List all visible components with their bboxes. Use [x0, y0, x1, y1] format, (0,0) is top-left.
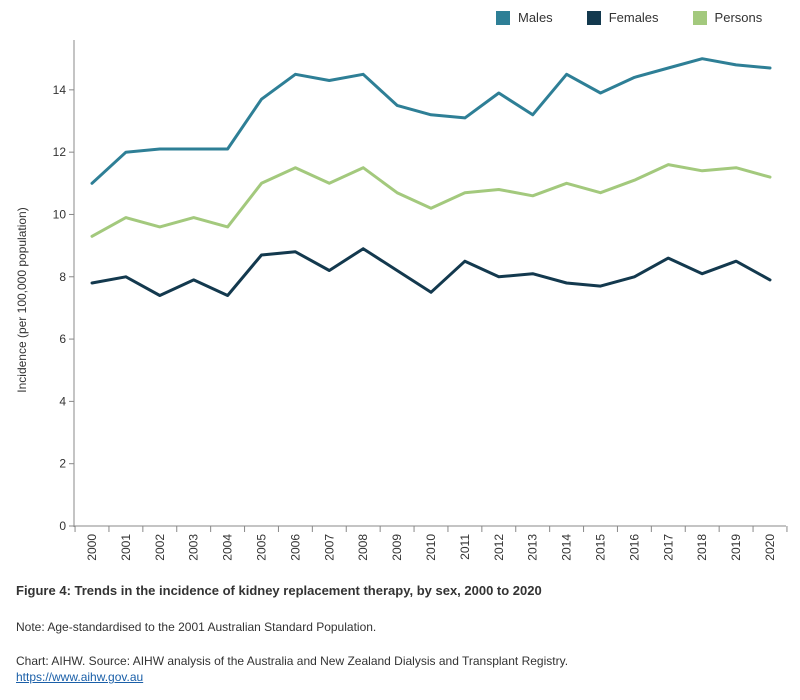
- legend-item-persons[interactable]: Persons: [692, 10, 763, 25]
- x-tick-label: 2001: [119, 534, 133, 561]
- x-tick-label: 2007: [322, 534, 336, 561]
- x-tick-label: 2003: [187, 534, 201, 561]
- y-tick-label: 0: [59, 519, 66, 533]
- x-tick-label: 2000: [85, 534, 99, 561]
- x-tick-label: 2010: [424, 534, 438, 561]
- y-tick-label: 2: [59, 457, 66, 471]
- x-tick-label: 2015: [594, 534, 608, 561]
- legend-label-persons: Persons: [714, 10, 763, 25]
- legend-swatch-females: [586, 10, 601, 25]
- x-tick-label: 2002: [153, 534, 167, 561]
- y-axis-label: Incidence (per 100,000 population): [15, 207, 29, 392]
- series-lines: [90, 57, 772, 297]
- x-tick-label: 2020: [763, 534, 777, 561]
- y-tick-label: 8: [59, 270, 66, 284]
- x-tick-label: 2013: [526, 534, 540, 561]
- x-axis: 2000 2001 2002 2003 2004 2005 2006 2007 2008 2009…: [74, 525, 788, 561]
- series-line-males[interactable]: [90, 57, 772, 185]
- x-tick-label: 2014: [560, 534, 574, 561]
- legend-label-males: Males: [518, 10, 553, 25]
- figure-title: Figure 4: Trends in the incidence of kid…: [16, 583, 542, 598]
- legend-item-males[interactable]: Males: [496, 10, 553, 25]
- y-tick-label: 6: [59, 332, 66, 346]
- source-link[interactable]: https://www.aihw.gov.au: [16, 670, 144, 684]
- series-line-persons[interactable]: [90, 163, 772, 238]
- x-tick-label: 2018: [695, 534, 709, 561]
- legend-item-females[interactable]: Females: [586, 10, 659, 25]
- legend-swatch-persons: [692, 10, 707, 25]
- x-tick-label: 2019: [729, 534, 743, 561]
- x-tick-label: 2012: [492, 534, 506, 561]
- x-tick-label: 2009: [390, 534, 404, 561]
- y-tick-label: 14: [53, 83, 67, 97]
- x-tick-label: 2005: [255, 534, 269, 561]
- figure-source: Chart: AIHW. Source: AIHW analysis of th…: [16, 654, 569, 668]
- legend-swatch-males: [496, 10, 510, 25]
- line-chart: 0 2 4 6 8 10 12 14 2000 2001 2002 2003 2004 2005 2006…: [15, 40, 788, 561]
- series-line-females[interactable]: [90, 247, 772, 297]
- x-tick-label: 2004: [221, 534, 235, 561]
- y-axis: 0 2 4 6 8 10 12 14: [53, 40, 75, 533]
- chart-legend: Males Females Persons: [496, 10, 796, 25]
- chart-footer: Figure 4: Trends in the incidence of kid…: [16, 580, 786, 684]
- x-tick-label: 2016: [627, 534, 641, 561]
- figure-note: Note: Age-standardised to the 2001 Austr…: [16, 620, 377, 634]
- x-tick-label: 2006: [288, 534, 302, 561]
- y-tick-label: 10: [53, 207, 67, 221]
- y-tick-label: 12: [53, 145, 67, 159]
- y-tick-label: 4: [59, 394, 66, 408]
- x-tick-label: 2017: [661, 534, 675, 561]
- x-tick-label: 2011: [458, 534, 472, 560]
- x-tick-label: 2008: [356, 534, 370, 561]
- legend-label-females: Females: [608, 10, 659, 25]
